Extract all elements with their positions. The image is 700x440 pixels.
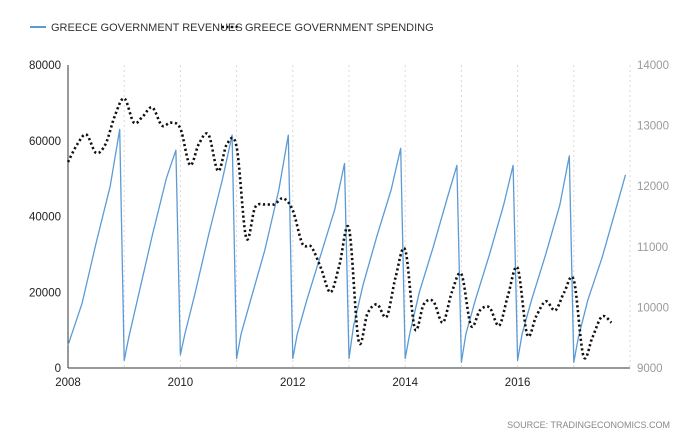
- y-left-tick-label: 60000: [29, 136, 61, 148]
- tick-labels: 0 20000 40000 60000 80000 9000 10000 11000 12000…: [29, 60, 669, 389]
- y-left-tick-label: 0: [55, 363, 61, 375]
- y-left-tick-label: 80000: [29, 60, 61, 72]
- axes: [67, 65, 630, 369]
- x-tick-label: 2010: [168, 377, 194, 389]
- y-right-tick-label: 14000: [637, 60, 669, 72]
- y-right-tick-label: 13000: [637, 121, 669, 133]
- y-right-tick-label: 10000: [637, 302, 669, 314]
- y-right-tick-label: 12000: [637, 181, 669, 193]
- y-right-tick-label: 9000: [637, 363, 663, 375]
- source-label: SOURCE: TRADINGECONOMICS.COM: [507, 420, 670, 430]
- series-line-spending: [66, 97, 613, 360]
- legend-label-revenues: GREECE GOVERNMENT REVENUES: [51, 22, 243, 34]
- series-layer: [66, 97, 627, 363]
- grid: [67, 65, 631, 368]
- legend: GREECE GOVERNMENT REVENUES GREECE GOVERN…: [30, 22, 434, 34]
- y-left-tick-label: 40000: [29, 212, 61, 224]
- x-tick-label: 2012: [280, 377, 306, 389]
- y-right-tick-label: 11000: [637, 242, 668, 254]
- x-tick-label: 2014: [392, 377, 418, 389]
- legend-label-spending: GREECE GOVERNMENT SPENDING: [245, 22, 434, 34]
- y-left-tick-label: 20000: [29, 287, 61, 299]
- x-tick-label: 2008: [55, 377, 81, 389]
- series-line-revenues: [67, 128, 627, 363]
- x-tick-label: 2016: [505, 377, 531, 389]
